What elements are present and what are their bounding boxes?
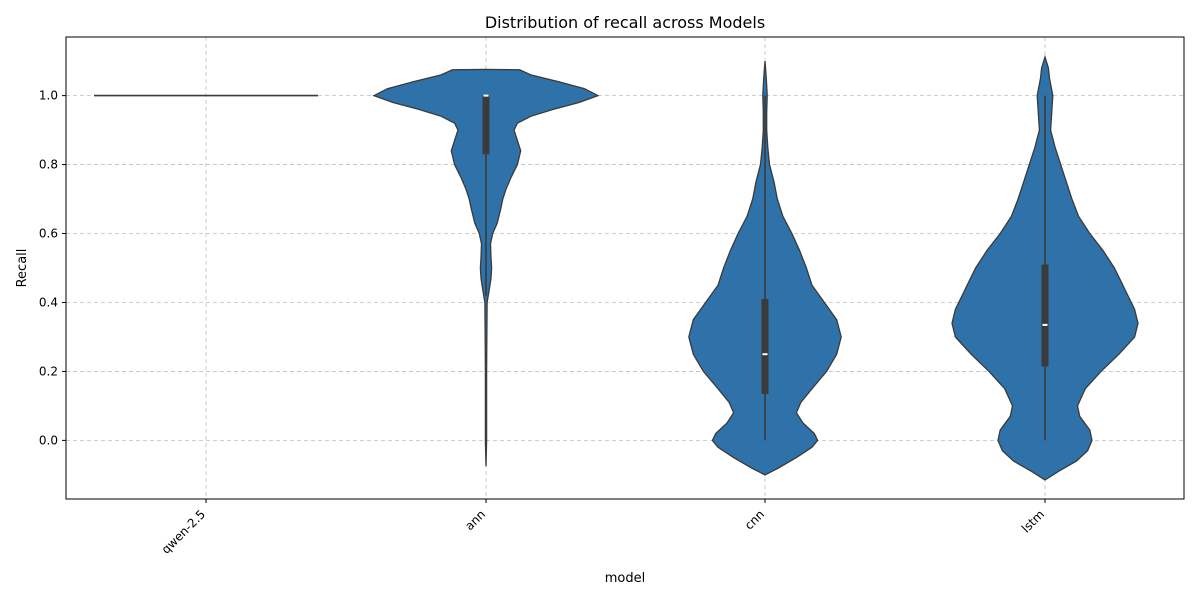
x-tick-label: lstm [1019,507,1047,535]
iqr-box-ann [482,95,490,155]
iqr-box-cnn [761,299,769,394]
y-tick-label: 0.6 [39,227,58,241]
y-tick-label: 1.0 [39,89,58,103]
plot-frame [65,36,1185,500]
y-tick-label: 0.0 [39,433,58,447]
x-tick-label: qwen-2.5 [159,507,208,556]
y-axis-label: Recall [15,249,30,288]
x-axis: qwen-2.5 ann cnn lstm [159,499,1047,557]
y-tick-label: 0.2 [39,364,58,378]
chart-title: Distribution of recall across Models [485,13,765,32]
x-tick-label: cnn [742,507,767,532]
x-axis-label: model [605,571,645,586]
iqr-box-lstm [1041,264,1049,367]
violins [94,54,1139,481]
y-tick-label: 0.4 [39,295,58,309]
x-tick-label: ann [462,507,488,533]
y-tick-label: 0.8 [39,158,58,172]
y-axis: 0.0 0.2 0.4 0.6 0.8 1.0 [39,89,66,447]
